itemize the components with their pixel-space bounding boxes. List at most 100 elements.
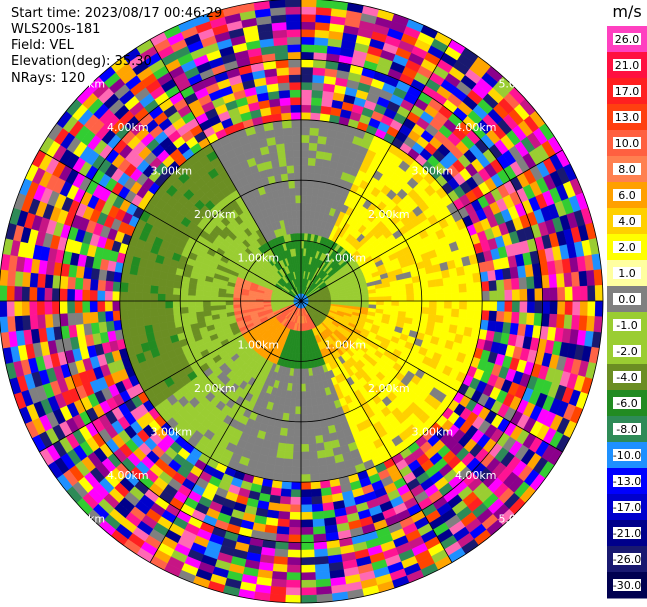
range-gate-cell <box>272 166 282 176</box>
range-gate-cell <box>300 345 305 355</box>
range-gate-cell <box>294 172 302 181</box>
range-gate-cell <box>309 465 320 475</box>
range-ring-label: 4.00km <box>107 469 149 482</box>
range-gate-cell <box>300 81 313 91</box>
range-gate-cell <box>165 307 174 316</box>
range-ring-label: 2.00km <box>368 208 410 221</box>
range-gate-cell <box>300 149 310 158</box>
range-gate-cell <box>210 296 219 302</box>
range-gate-cell <box>36 314 46 329</box>
range-gate-cell <box>225 300 234 306</box>
range-gate-cell <box>280 104 292 114</box>
range-gate-cell <box>203 310 212 317</box>
range-gate-cell <box>300 127 311 136</box>
range-gate-cell <box>290 496 302 506</box>
range-gate-cell <box>312 412 321 422</box>
range-gate-cell <box>511 289 521 302</box>
range-gate-cell <box>104 290 113 302</box>
range-gate-cell <box>300 51 315 60</box>
range-gate-cell <box>280 173 289 182</box>
range-gate-cell <box>556 273 566 288</box>
range-gate-cell <box>274 135 285 145</box>
range-gate-cell <box>97 279 107 291</box>
range-gate-cell <box>21 300 30 316</box>
range-gate-cell <box>273 464 284 474</box>
range-gate-cell <box>368 292 377 298</box>
range-gate-cell <box>312 518 325 528</box>
range-gate-cell <box>428 293 438 302</box>
range-gate-cell <box>275 59 290 69</box>
range-gate-cell <box>464 318 474 329</box>
range-gate-cell <box>300 594 318 604</box>
range-gate-cell <box>6 285 15 302</box>
range-gate-cell <box>275 449 286 459</box>
range-gate-cell <box>548 273 558 289</box>
range-gate-cell <box>442 277 452 287</box>
range-gate-cell <box>473 309 483 321</box>
range-gate-cell <box>287 44 302 53</box>
range-gate-cell <box>292 149 302 158</box>
range-gate-cell <box>428 286 437 295</box>
range-gate-cell <box>318 464 329 474</box>
range-gate-cell <box>89 278 99 291</box>
range-gate-cell <box>29 272 39 288</box>
range-gate-cell <box>269 586 287 596</box>
range-gate-cell <box>300 489 312 498</box>
range-gate-cell <box>427 279 437 288</box>
range-gate-cell <box>413 294 423 302</box>
range-gate-cell <box>172 307 182 315</box>
range-gate-cell <box>435 307 445 317</box>
range-gate-cell <box>308 149 318 159</box>
range-gate-cell <box>312 526 326 535</box>
range-gate-cell <box>195 289 204 297</box>
range-gate-cell <box>300 0 317 8</box>
range-gate-cell <box>300 187 308 196</box>
range-gate-cell <box>300 361 305 370</box>
range-gate-cell <box>564 300 574 316</box>
range-gate-cell <box>405 288 415 296</box>
range-gate-cell <box>81 289 91 302</box>
range-gate-cell <box>66 300 76 314</box>
range-gate-cell <box>312 74 325 84</box>
nrays-label: NRays: 120 <box>11 71 86 86</box>
range-gate-cell <box>571 271 581 288</box>
range-gate-cell <box>295 391 302 400</box>
range-gate-cell <box>284 450 294 460</box>
range-gate-cell <box>195 300 204 307</box>
range-ring-label: 3.00km <box>151 425 193 438</box>
range-gate-cell <box>292 134 302 143</box>
range-gate-cell <box>519 288 528 302</box>
range-gate-cell <box>586 315 596 333</box>
range-gate-cell <box>119 300 128 311</box>
range-gate-cell <box>290 489 302 498</box>
range-gate-cell <box>286 36 302 45</box>
range-gate-cell <box>300 564 316 574</box>
range-gate-cell <box>287 420 295 430</box>
range-gate-cell <box>300 391 307 400</box>
range-gate-cell <box>293 164 302 174</box>
range-gate-cell <box>286 428 295 437</box>
range-gate-cell <box>549 287 558 302</box>
range-gate-cell <box>105 270 115 282</box>
range-gate-cell <box>289 511 302 521</box>
range-gate-cell <box>481 300 491 312</box>
range-gate-cell <box>210 300 219 306</box>
range-gate-cell <box>293 232 299 242</box>
range-gate-cell <box>180 312 190 321</box>
range-gate-cell <box>89 311 99 324</box>
range-gate-cell <box>292 142 302 151</box>
range-gate-cell <box>285 203 292 212</box>
range-gate-cell <box>286 557 302 566</box>
range-gate-cell <box>277 518 290 528</box>
range-gate-cell <box>276 526 290 535</box>
range-gate-cell <box>281 480 292 490</box>
range-gate-cell <box>300 504 313 513</box>
range-gate-cell <box>44 313 54 329</box>
range-gate-cell <box>300 353 305 362</box>
range-gate-cell <box>59 288 68 302</box>
range-gate-cell <box>361 297 370 302</box>
range-gate-cell <box>313 548 329 558</box>
range-gate-cell <box>288 405 296 415</box>
range-ring-label: 3.00km <box>411 165 453 178</box>
range-gate-cell <box>272 563 288 573</box>
